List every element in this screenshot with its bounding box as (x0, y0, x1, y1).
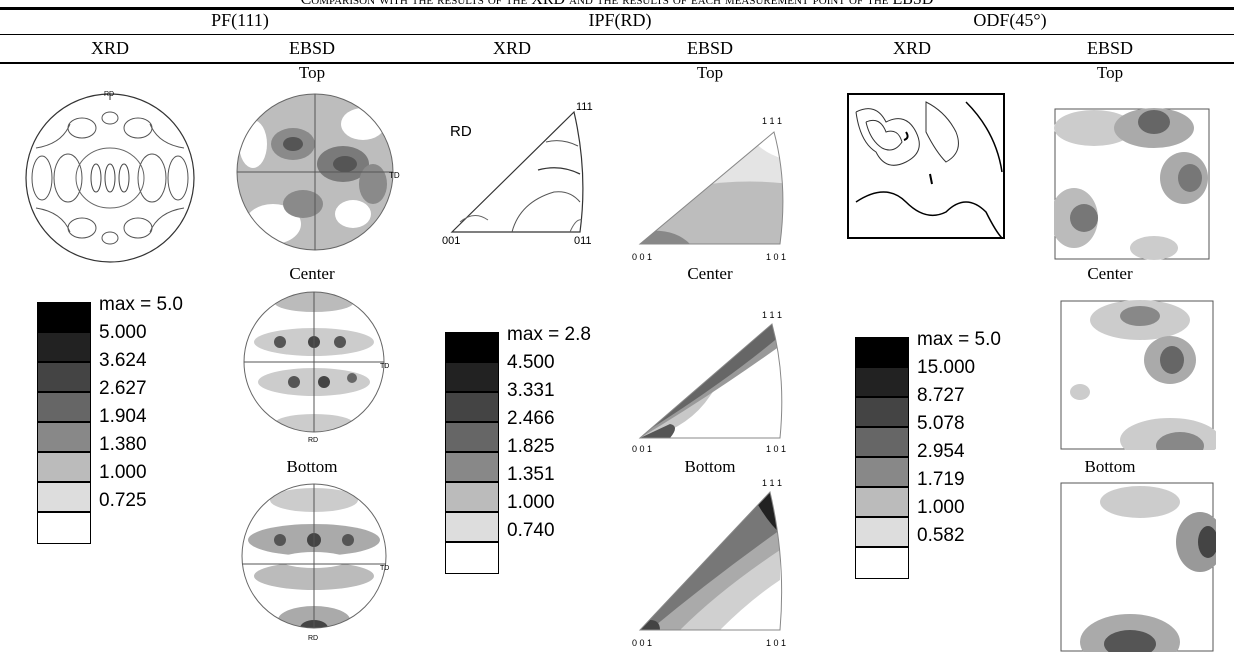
legend-pf-v6: 0.725 (99, 490, 147, 511)
ebsd-odf-top (1054, 108, 1210, 260)
ipf-bottom-111-label: 1 1 1 (762, 478, 782, 488)
group-header-odf: ODF(45°) (973, 10, 1047, 30)
ipf-top-101-label: 1 0 1 (766, 252, 786, 262)
xrd-odf-section (847, 93, 1005, 239)
legend-odf-v5: 1.000 (917, 497, 965, 518)
subheader-odf-xrd: XRD (892, 38, 931, 58)
legend-ipf-v5: 1.000 (507, 492, 555, 513)
legend-pf-v2: 2.627 (99, 378, 147, 399)
legend-odf-v4: 1.719 (917, 469, 965, 490)
legend-pf-v5: 1.000 (99, 462, 147, 483)
ipf-top-111-label: 1 1 1 (762, 116, 782, 126)
pf-top-rd-label: RD (309, 255, 321, 256)
subheader-pf-ebsd: EBSD (288, 38, 335, 58)
xrd-inverse-pole-figure: RD 111 001 011 (442, 101, 593, 247)
label-ipf-top: Top (696, 63, 724, 82)
pf-bottom-td-label: TD (380, 565, 389, 572)
ebsd-pf-top: TD RD (236, 93, 400, 256)
table-caption: Comparison with the results of the XRD a… (0, 0, 1234, 9)
ebsd-ipf-top: 1 1 1 0 0 1 1 0 1 (632, 116, 786, 262)
label-odf-top: Top (1096, 63, 1124, 82)
legend-pf-v4: 1.380 (99, 434, 147, 455)
legend-ipf-v1: 3.331 (507, 380, 555, 401)
pf-bottom-rd-label: RD (308, 635, 318, 642)
legend-pf-v3: 1.904 (99, 406, 147, 427)
ipf-xrd-111-label: 111 (576, 101, 593, 113)
label-ipf-bottom: Bottom (684, 457, 736, 476)
label-odf-center: Center (1087, 264, 1133, 283)
label-ipf-center: Center (687, 264, 733, 283)
subheader-pf-xrd: XRD (90, 38, 129, 58)
subheader-ipf-xrd: XRD (492, 38, 531, 58)
legend-odf-max: max = 5.0 (917, 329, 1001, 350)
legend-odf-v0: 15.000 (917, 357, 976, 378)
legend-ipf-v2: 2.466 (507, 408, 555, 429)
mid-rule (0, 34, 1234, 35)
xrd-rd-label: RD (104, 91, 114, 98)
pf-center-td-label: TD (380, 363, 389, 370)
legend-pf-scale (37, 302, 91, 544)
legend-ipf-v3: 1.825 (507, 436, 555, 457)
legend-ipf-scale (445, 332, 499, 574)
legend-pf-v0: 5.000 (99, 322, 147, 343)
legend-odf-scale (855, 337, 909, 579)
ipf-xrd-rd-label: RD (450, 123, 472, 140)
ipf-bottom-001-label: 0 0 1 (632, 638, 652, 648)
legend-ipf-max: max = 2.8 (507, 324, 591, 345)
pf-center-rd-label: RD (308, 437, 318, 444)
label-odf-bottom: Bottom (1084, 457, 1136, 476)
group-header-pf: PF(111) (211, 10, 269, 30)
legend-odf-v6: 0.582 (917, 525, 965, 546)
legend-odf-v1: 8.727 (917, 385, 965, 406)
ipf-top-001-label: 0 0 1 (632, 252, 652, 262)
legend-ipf-v6: 0.740 (507, 520, 555, 541)
ipf-center-101-label: 1 0 1 (766, 444, 786, 454)
ipf-bottom-101-label: 1 0 1 (766, 638, 786, 648)
ebsd-pf-bottom: TD RD (241, 483, 389, 642)
legend-pf-v1: 3.624 (99, 350, 147, 371)
ebsd-pf-center: TD RD (243, 291, 389, 444)
legend-ipf-v4: 1.351 (507, 464, 555, 485)
legend-pf-max: max = 5.0 (99, 294, 183, 315)
ipf-center-001-label: 0 0 1 (632, 444, 652, 454)
pf-top-td-label: TD (389, 171, 400, 180)
label-pf-top: Top (298, 63, 326, 82)
ipf-center-111-label: 1 1 1 (762, 310, 782, 320)
header-rule (0, 62, 1234, 64)
label-pf-bottom: Bottom (286, 457, 338, 476)
legend-odf-v3: 2.954 (917, 441, 965, 462)
label-pf-center: Center (289, 264, 335, 283)
subheader-ipf-ebsd: EBSD (686, 38, 733, 58)
ebsd-odf-bottom (1060, 482, 1216, 652)
ipf-xrd-011-label: 011 (574, 235, 592, 247)
top-rule (0, 7, 1234, 10)
group-header-ipf: IPF(RD) (588, 10, 652, 30)
ipf-xrd-001-label: 001 (442, 235, 460, 247)
legend-odf-v2: 5.078 (917, 413, 965, 434)
legend-ipf-v0: 4.500 (507, 352, 555, 373)
ebsd-ipf-bottom: 1 1 1 0 0 1 1 0 1 (632, 478, 786, 648)
subheader-odf-ebsd: EBSD (1086, 38, 1133, 58)
ebsd-odf-center (1060, 300, 1216, 450)
ebsd-ipf-center: 1 1 1 0 0 1 1 0 1 (632, 310, 786, 454)
xrd-pole-figure: RD (25, 91, 195, 263)
